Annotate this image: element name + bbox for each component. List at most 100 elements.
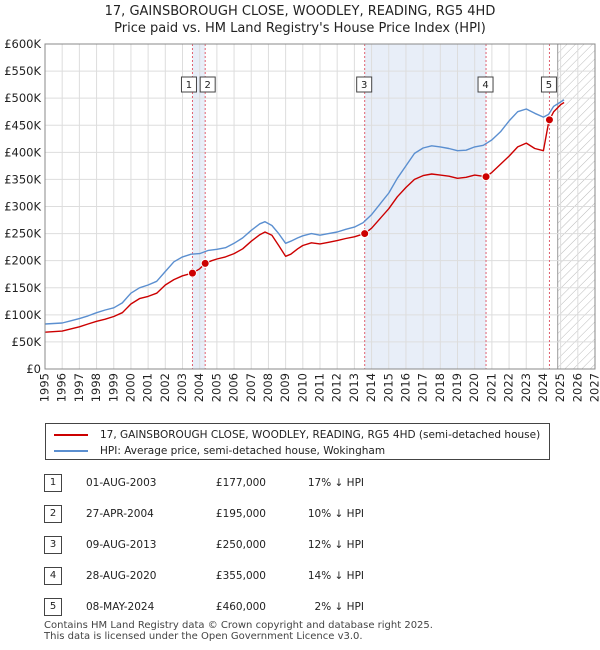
legend-swatch-price: [54, 434, 88, 436]
sale-number-badge: 3: [44, 536, 62, 554]
sale-label-text: 3: [361, 80, 367, 91]
sale-label-box: [540, 76, 557, 93]
y-tick-label: £50K: [12, 335, 42, 349]
y-tick-label: £450K: [4, 118, 41, 132]
legend: 17, GAINSBOROUGH CLOSE, WOODLEY, READING…: [45, 423, 550, 460]
x-tick-label: 2009: [278, 373, 292, 402]
x-tick-label: 2018: [433, 373, 447, 402]
x-tick-label: 2000: [123, 373, 137, 402]
y-tick-label: £350K: [4, 172, 41, 186]
price-chart: 1 2 3 4 5 £0 £50K £100K £150K £200K £250K £300K £35…: [4, 37, 600, 402]
sale-label-box: [180, 76, 197, 93]
x-tick-label: 2021: [484, 373, 498, 402]
hpi-series-line: [45, 99, 565, 325]
x-tick-label: 2017: [416, 373, 430, 402]
x-tick-label: 1998: [89, 373, 103, 402]
sale-row: 3 09-AUG-2013 £250,000 12% ↓ HPI: [44, 536, 444, 554]
sale-row: 1 01-AUG-2003 £177,000 17% ↓ HPI: [44, 474, 444, 492]
sale-date: 27-APR-2004: [86, 508, 154, 520]
sale-row: 5 08-MAY-2024 £460,000 2% ↓ HPI: [44, 598, 444, 616]
x-tick-label: 2025: [553, 373, 567, 402]
x-tick-label: 2027: [588, 373, 600, 402]
sale-point: [544, 115, 554, 125]
x-tick-label: 2019: [450, 373, 464, 402]
legend-entry-hpi: HPI: Average price, semi-detached house,…: [54, 443, 385, 459]
sale-label-box: [199, 76, 216, 93]
sale-label-box: [477, 76, 494, 93]
sale-price: £355,000: [215, 570, 266, 582]
legend-label-hpi: HPI: Average price, semi-detached house,…: [100, 445, 386, 457]
sale-point: [360, 229, 370, 239]
sale-hpi-diff: 17% ↓ HPI: [307, 477, 364, 489]
x-tick-label: 2014: [364, 373, 378, 402]
x-tick-label: 1997: [72, 373, 86, 402]
legend-entry-price: 17, GAINSBOROUGH CLOSE, WOODLEY, READING…: [54, 427, 540, 443]
title-line-1: 17, GAINSBOROUGH CLOSE, WOODLEY, READING…: [104, 4, 496, 19]
x-tick-label: 2006: [227, 373, 241, 402]
sale-label-text: 2: [205, 80, 211, 91]
x-tick-label: 2013: [347, 373, 361, 402]
grid: [44, 43, 596, 370]
sale-number-badge: 4: [44, 567, 62, 585]
chart-title: 17, GAINSBOROUGH CLOSE, WOODLEY, READING…: [0, 3, 600, 37]
legend-label-price: 17, GAINSBOROUGH CLOSE, WOODLEY, READING…: [100, 429, 541, 441]
x-tick-label: 2023: [519, 373, 533, 402]
sale-label-box: [356, 76, 373, 93]
sale-date: 01-AUG-2003: [86, 477, 157, 489]
sale-point: [187, 268, 197, 278]
sale-label-text: 5: [546, 80, 552, 91]
x-tick-label: 1996: [55, 373, 69, 402]
footer-line-2: This data is licensed under the Open Gov…: [44, 631, 363, 642]
sale-row: 2 27-APR-2004 £195,000 10% ↓ HPI: [44, 505, 444, 523]
y-tick-label: £200K: [4, 254, 41, 268]
sale-price: £250,000: [215, 539, 266, 551]
y-tick-label: £150K: [4, 281, 41, 295]
series-lines: [45, 99, 565, 333]
footer-line-1: Contains HM Land Registry data © Crown c…: [44, 620, 433, 631]
sale-hpi-diff: 10% ↓ HPI: [307, 508, 364, 520]
x-tick-label: 2011: [313, 373, 327, 402]
plot-frame: [44, 43, 596, 370]
title-line-2: Price paid vs. HM Land Registry's House …: [114, 21, 486, 36]
y-axis-tick-labels: £0 £50K £100K £150K £200K £250K £300K £350K £400…: [4, 37, 41, 376]
sale-number-badge: 1: [44, 474, 62, 492]
sale-date: 08-MAY-2024: [86, 601, 155, 613]
x-tick-label: 2007: [244, 373, 258, 402]
sale-hpi-diff: 14% ↓ HPI: [307, 570, 364, 582]
sale-number-badge: 5: [44, 598, 62, 616]
sale-point: [481, 172, 491, 182]
x-tick-label: 2002: [158, 373, 172, 402]
x-tick-label: 2001: [141, 373, 155, 402]
y-tick-label: £300K: [4, 200, 41, 214]
x-tick-label: 2026: [570, 373, 584, 402]
x-tick-label: 2008: [261, 373, 275, 402]
x-tick-label: 1999: [106, 373, 120, 402]
sale-row: 4 28-AUG-2020 £355,000 14% ↓ HPI: [44, 567, 444, 585]
sale-label-text: 4: [482, 80, 488, 91]
y-tick-label: £100K: [4, 308, 41, 322]
x-tick-label: 2003: [175, 373, 189, 402]
x-tick-label: 2020: [467, 373, 481, 402]
sale-number-badge: 2: [44, 505, 62, 523]
x-tick-label: 2012: [330, 373, 344, 402]
y-tick-label: £600K: [4, 37, 41, 51]
y-tick-label: £250K: [4, 227, 41, 241]
sale-price: £460,000: [215, 601, 266, 613]
y-tick-label: £0: [26, 362, 41, 376]
sale-points: [187, 115, 554, 278]
x-tick-label: 2004: [192, 373, 206, 402]
sale-price: £177,000: [215, 477, 266, 489]
x-tick-label: 2016: [398, 373, 412, 402]
x-tick-label: 2005: [209, 373, 223, 402]
y-tick-label: £550K: [4, 64, 41, 78]
sale-date: 09-AUG-2013: [86, 539, 157, 551]
sale-hpi-diff: 2% ↓ HPI: [314, 601, 364, 613]
sale-price: £195,000: [215, 508, 266, 520]
x-tick-label: 1995: [38, 373, 52, 402]
x-axis-tick-labels: 1995 1996 1997 1998 1999 2000 2001 2002 2003 2004…: [38, 373, 600, 402]
sale-label-text: 1: [186, 80, 192, 91]
x-tick-label: 2015: [381, 373, 395, 402]
sale-hpi-diff: 12% ↓ HPI: [307, 539, 364, 551]
sale-date: 28-AUG-2020: [86, 570, 157, 582]
y-tick-label: £400K: [4, 145, 41, 159]
